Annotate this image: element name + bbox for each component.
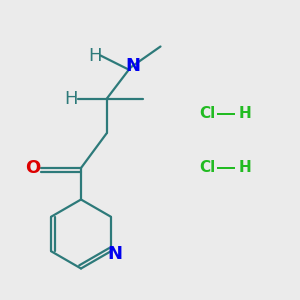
Text: Cl: Cl	[200, 160, 216, 175]
Text: H: H	[238, 160, 251, 175]
Text: Cl: Cl	[200, 106, 216, 122]
Text: O: O	[26, 159, 40, 177]
Text: H: H	[64, 90, 77, 108]
Text: H: H	[238, 106, 251, 122]
Text: H: H	[88, 46, 101, 64]
Text: N: N	[107, 245, 122, 263]
Text: N: N	[125, 57, 140, 75]
